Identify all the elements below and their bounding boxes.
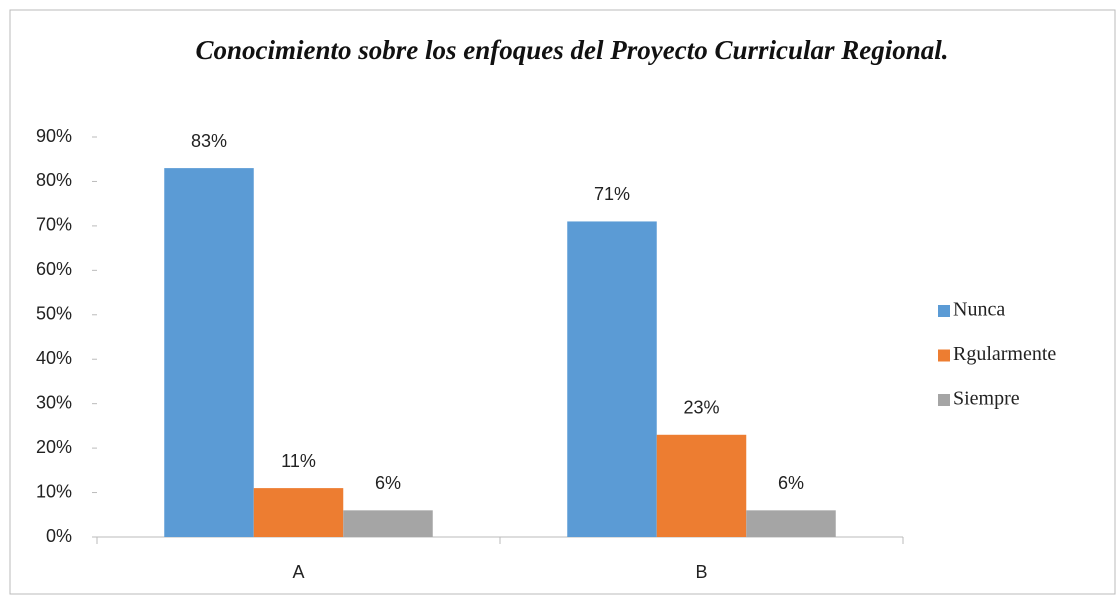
bar (164, 168, 254, 537)
chart-title: Conocimiento sobre los enfoques del Proy… (195, 35, 949, 65)
y-tick-label: 40% (36, 348, 72, 368)
data-label: 11% (281, 451, 316, 471)
bar (746, 510, 836, 537)
y-tick-label: 70% (36, 215, 72, 235)
bar (343, 510, 433, 537)
data-label: 6% (375, 473, 401, 493)
y-tick-label: 20% (36, 437, 72, 457)
legend-swatch (938, 394, 950, 406)
y-tick-label: 90% (36, 126, 72, 146)
y-tick-label: 60% (36, 259, 72, 279)
x-tick-label: A (292, 562, 304, 582)
y-tick-label: 30% (36, 392, 72, 412)
data-label: 71% (594, 184, 630, 204)
chart-border (9, 9, 1116, 595)
legend-label: Siempre (953, 388, 1020, 410)
x-tick-label: B (695, 562, 707, 582)
data-label: 23% (683, 398, 719, 418)
legend-swatch (938, 305, 950, 317)
y-tick-label: 10% (36, 481, 72, 501)
legend-label: Rgularmente (953, 343, 1056, 365)
bar (567, 221, 657, 537)
y-tick-label: 80% (36, 170, 72, 190)
data-label: 83% (191, 131, 227, 151)
legend-label: Nunca (953, 299, 1005, 321)
y-tick-label: 0% (46, 526, 72, 546)
data-label: 6% (778, 473, 804, 493)
y-tick-label: 50% (36, 304, 72, 324)
bar (656, 434, 747, 537)
bar (253, 488, 344, 537)
legend-swatch (938, 349, 950, 362)
